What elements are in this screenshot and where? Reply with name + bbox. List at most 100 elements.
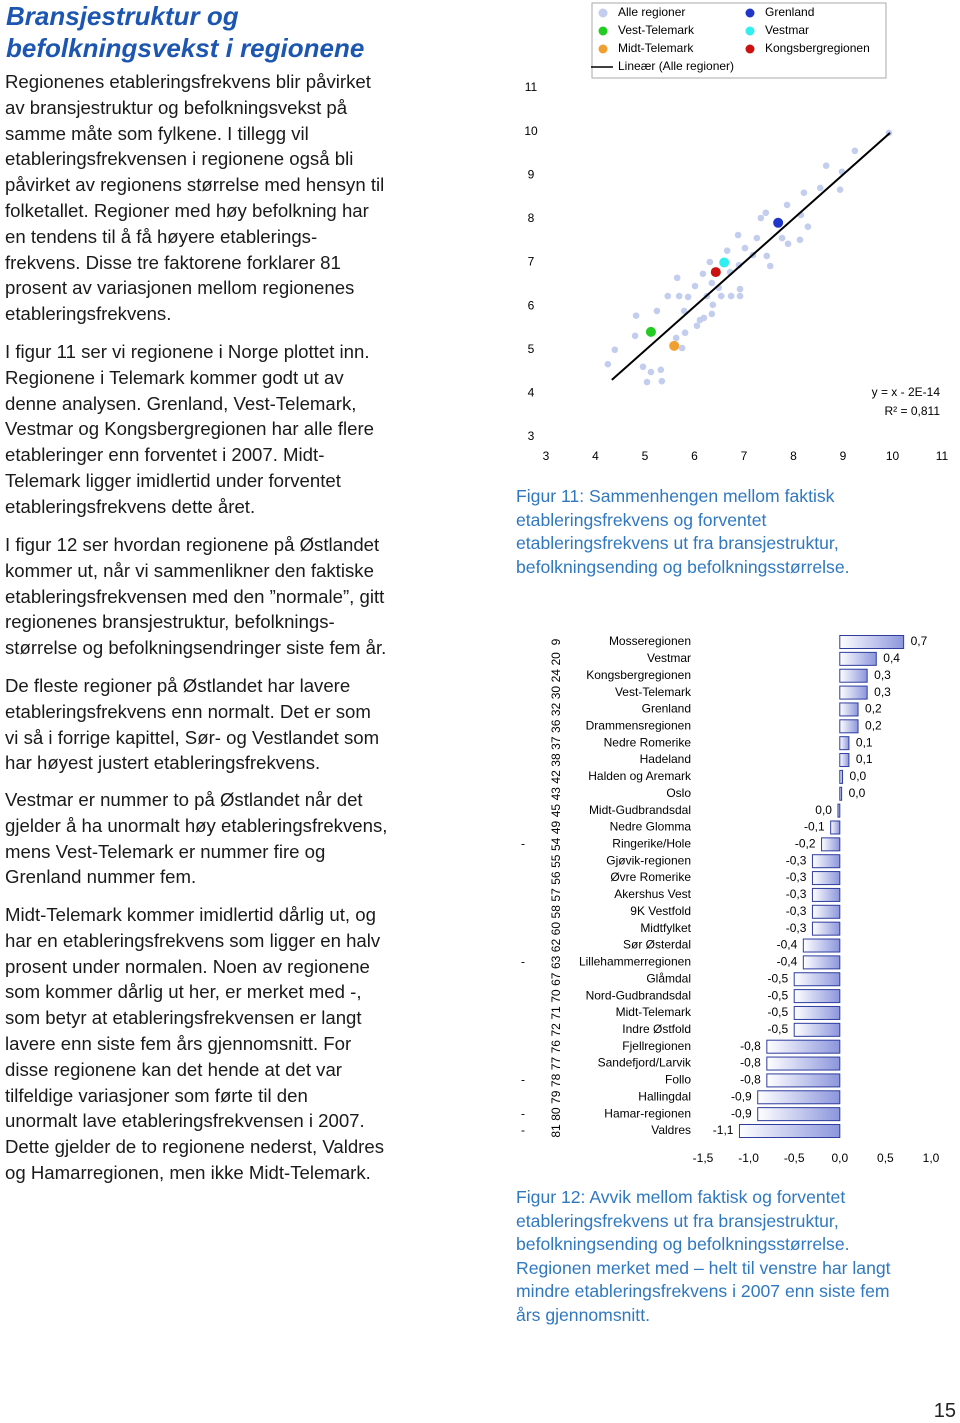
category-label: Indre Østfold bbox=[622, 1022, 691, 1036]
rank-label: 42 bbox=[549, 770, 563, 784]
scatter-point bbox=[647, 368, 655, 376]
rank-label: 67 bbox=[549, 972, 563, 986]
heading-line: Bransjestruktur og bbox=[6, 1, 239, 31]
scatter-point bbox=[673, 274, 681, 282]
text-line: etableringsfrekvens dette året. bbox=[5, 495, 256, 517]
scatter-point bbox=[783, 201, 791, 209]
y-tick-label: 10 bbox=[524, 124, 538, 138]
value-label: -0,5 bbox=[768, 1005, 789, 1019]
category-label: Midt-Telemark bbox=[616, 1005, 692, 1019]
text-line: Regionene i Telemark kommer godt ut av bbox=[5, 366, 344, 388]
heading: Bransjestruktur og befolkningsvekst i reg… bbox=[6, 0, 364, 64]
rank-label: 55 bbox=[549, 854, 563, 868]
scatter-point bbox=[708, 310, 716, 318]
scatter-point bbox=[669, 340, 680, 351]
bar bbox=[837, 803, 841, 818]
value-label: -0,5 bbox=[768, 1022, 789, 1036]
scatter-point bbox=[664, 292, 672, 300]
rank-label: 79 bbox=[549, 1090, 563, 1104]
caption-line: etableringsfrekvens ut fra bransjestrukt… bbox=[516, 533, 839, 553]
category-label: Hamar-regionen bbox=[604, 1106, 691, 1120]
rank-label: 77 bbox=[549, 1057, 563, 1071]
caption-line: Figur 11: Sammenhengen mellom faktisk bbox=[516, 486, 835, 506]
scatter-point bbox=[657, 366, 665, 374]
scatter-point bbox=[784, 240, 792, 248]
text-line: lavere enn siste fem års gjennomsnitt. F… bbox=[5, 1032, 352, 1054]
category-label: Akershus Vest bbox=[614, 887, 691, 901]
category-label: Mosseregionen bbox=[609, 634, 691, 648]
rank-label: 9 bbox=[549, 638, 563, 645]
x-tick-label: -1,5 bbox=[693, 1151, 714, 1165]
value-label: -0,3 bbox=[786, 887, 807, 901]
text-line: Regionenes etableringsfrekvens blir påvi… bbox=[5, 71, 371, 92]
rank-label: 36 bbox=[549, 719, 563, 733]
legend-marker bbox=[598, 44, 608, 54]
scatter-point bbox=[719, 257, 730, 268]
bar bbox=[757, 1107, 841, 1122]
y-tick-label: 11 bbox=[525, 80, 538, 94]
text-line: som betyr at etableringsfrekvensen er la… bbox=[5, 1007, 362, 1029]
rank-label: 56 bbox=[549, 871, 563, 885]
text-line: en tendens til å få høyere etablerings- bbox=[5, 225, 318, 247]
category-label: Nedre Glomma bbox=[610, 820, 692, 834]
text-line: folketallet. Regioner med høy befolkning… bbox=[5, 199, 369, 221]
rank-label: 72 bbox=[549, 1023, 563, 1037]
bar bbox=[811, 904, 841, 919]
value-label: -0,8 bbox=[740, 1039, 761, 1053]
value-label: -0,1 bbox=[804, 820, 825, 834]
scatter-point bbox=[645, 326, 656, 337]
rank-label: 62 bbox=[549, 939, 563, 953]
scatter-point bbox=[693, 322, 701, 330]
value-label: 0,3 bbox=[874, 668, 891, 682]
rank-label: 78 bbox=[549, 1073, 563, 1087]
value-label: -0,5 bbox=[768, 971, 789, 985]
bar bbox=[821, 837, 841, 852]
figure-caption: Figur 12: Avvik mellom faktisk og forven… bbox=[516, 1186, 891, 1327]
text-line: regionenes bransjestruktur, befolknings- bbox=[5, 611, 335, 633]
rank-label: 43 bbox=[549, 787, 563, 801]
legend-label: Kongsbergregionen bbox=[765, 41, 870, 55]
scatter-point bbox=[727, 292, 735, 300]
text-line: Dette gjelder de to regionene nederst, V… bbox=[5, 1136, 385, 1158]
x-tick-label: 8 bbox=[790, 449, 797, 463]
category-label: Hadeland bbox=[640, 752, 691, 766]
text-line: I figur 11 ser vi regionene i Norge plot… bbox=[5, 341, 370, 362]
category-label: Sandefjord/Larvik bbox=[598, 1056, 692, 1070]
value-label: -0,3 bbox=[786, 904, 807, 918]
scatter-point bbox=[723, 247, 731, 255]
bar bbox=[839, 786, 843, 801]
scatter-point bbox=[741, 244, 749, 252]
value-label: -0,2 bbox=[795, 837, 816, 851]
text-line: frekvens. Disse tre faktorene forklarer … bbox=[5, 251, 341, 273]
category-label: Vestmar bbox=[647, 651, 691, 665]
text-line: av bransjestruktur og befolkningsvekst p… bbox=[5, 96, 348, 118]
scatter-point bbox=[734, 231, 742, 239]
value-label: -0,8 bbox=[740, 1056, 761, 1070]
rank-label: 54 bbox=[549, 837, 563, 851]
scatter-point bbox=[766, 262, 774, 270]
scatter-point bbox=[658, 377, 666, 385]
bar bbox=[839, 685, 868, 700]
scatter-point bbox=[736, 285, 744, 293]
text-line: og Hamarregionen, men ikke Midt-Telemark… bbox=[5, 1161, 371, 1183]
scatter-point bbox=[631, 332, 639, 340]
x-tick-label: 1,0 bbox=[923, 1151, 940, 1165]
text-line: etableringsfrekvensen med den ”normale”,… bbox=[5, 585, 385, 607]
value-label: 0,4 bbox=[883, 651, 900, 665]
deviation-marker: - bbox=[521, 837, 525, 851]
value-label: 0,1 bbox=[856, 752, 873, 766]
scatter-point bbox=[706, 258, 714, 266]
caption-line: befolkningsending og befolkningsstørrels… bbox=[516, 1234, 850, 1254]
bar bbox=[839, 719, 859, 734]
x-tick-label: -1,0 bbox=[738, 1151, 759, 1165]
value-label: -1,1 bbox=[713, 1123, 734, 1137]
deviation-marker: - bbox=[521, 1123, 525, 1137]
category-label: Follo bbox=[665, 1073, 691, 1087]
legend-label: Grenland bbox=[765, 5, 814, 19]
category-label: Drammensregionen bbox=[586, 718, 691, 732]
bar bbox=[738, 1124, 841, 1138]
rank-label: 45 bbox=[549, 804, 563, 818]
value-label: -0,3 bbox=[786, 853, 807, 867]
category-label: Halden og Aremark bbox=[588, 769, 692, 783]
category-label: Midtfylket bbox=[640, 921, 691, 935]
